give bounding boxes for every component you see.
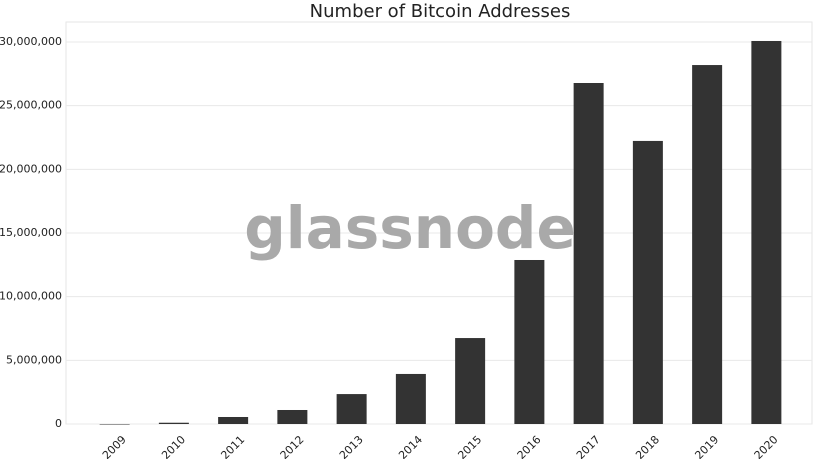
y-tick-label: 15,000,000 [0,226,62,239]
bar [692,65,723,424]
bar [455,338,486,424]
y-tick-label: 30,000,000 [0,35,62,48]
bar [573,83,604,424]
y-tick-label: 20,000,000 [0,162,62,175]
x-tick-label: 2018 [633,433,662,459]
x-tick-label: 2015 [455,433,484,459]
bar [336,394,367,424]
chart-title: Number of Bitcoin Addresses [310,1,571,22]
y-tick-label: 5,000,000 [6,353,62,366]
bar [751,40,782,425]
x-tick-label: 2020 [752,433,781,459]
y-tick-label: 0 [55,417,62,430]
x-tick-label: 2017 [574,433,603,459]
x-tick-label: 2012 [278,433,307,459]
x-tick-label: 2014 [396,433,425,459]
bar [158,422,189,424]
x-tick-label: 2013 [337,433,366,459]
bar [218,416,249,424]
x-tick-label: 2016 [515,433,544,459]
bar [514,259,545,424]
y-tick-label: 25,000,000 [0,99,62,112]
x-tick-label: 2019 [692,433,721,459]
x-tick-label: 2009 [100,433,129,459]
x-tick-label: 2010 [159,433,188,459]
bar [395,373,426,424]
bar [99,424,130,425]
bar [277,409,308,424]
watermark: glassnode [244,194,576,262]
x-tick-label: 2011 [218,433,247,459]
bar [632,140,663,425]
y-tick-label: 10,000,000 [0,290,62,303]
